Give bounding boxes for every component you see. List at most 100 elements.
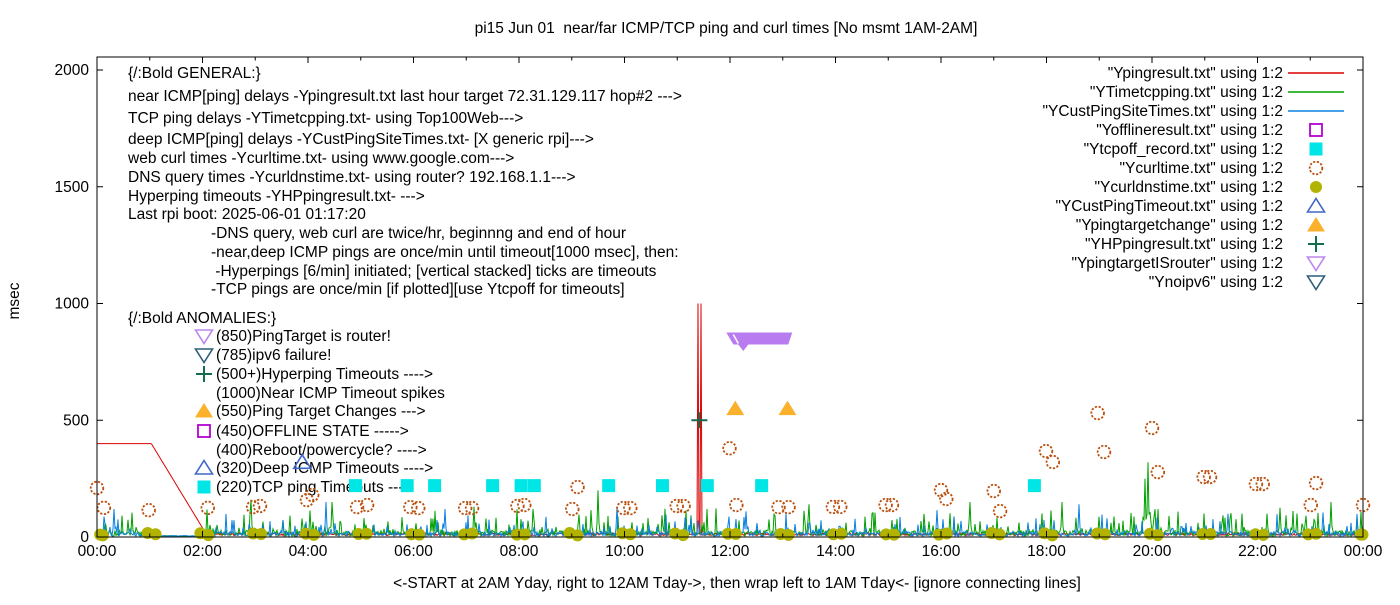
anomaly-line: (450)OFFLINE STATE -----> xyxy=(216,423,409,440)
x-tick-label: 16:00 xyxy=(922,543,961,560)
triangle-up-filled-icon xyxy=(195,403,213,418)
triangle-down-open-icon xyxy=(194,329,214,346)
y-axis-label: msec xyxy=(6,282,23,319)
anomaly-line: (500+)Hyperping Timeouts ----> xyxy=(216,366,433,383)
triangle-down-open-icon xyxy=(194,348,214,365)
y-tick-label: 1000 xyxy=(55,296,90,313)
legend-triangle-up-filled-icon xyxy=(1307,217,1325,232)
Ycurldnstime.txt-marker xyxy=(940,527,953,540)
Ycurldnstime.txt-marker xyxy=(202,529,215,542)
Ytcpoff_record.txt-marker xyxy=(514,479,528,493)
legend-label: "YTimetcpping.txt" using 1:2 xyxy=(1090,84,1283,101)
legend-label: "Ycurldnstime.txt" using 1:2 xyxy=(1095,179,1283,196)
Ycurldnstime.txt-marker xyxy=(466,527,479,540)
x-tick-label: 22:00 xyxy=(1238,543,1277,560)
Ycurltime.txt-marker xyxy=(411,500,426,516)
x-tick-label: 12:00 xyxy=(711,543,750,560)
Ycurltime.txt-marker xyxy=(939,491,954,507)
x-axis-note: <-START at 2AM Yday, right to 12AM Tday-… xyxy=(393,575,1081,592)
legend-label: "Yofflineresult.txt" using 1:2 xyxy=(1096,122,1283,139)
x-tick-label: 18:00 xyxy=(1027,543,1066,560)
anomaly-line: (550)Ping Target Changes ---> xyxy=(216,403,426,420)
y-tick-label: 2000 xyxy=(55,62,90,79)
Ycurltime.txt-marker xyxy=(781,499,796,515)
Ycurltime.txt-marker xyxy=(517,497,532,513)
Ycurltime.txt-marker xyxy=(771,499,786,515)
anomaly-line: (785)ipv6 failure! xyxy=(216,347,331,364)
anomaly-line: (400)Reboot/powercycle? ----> xyxy=(216,442,427,459)
general-indented-line: -near,deep ICMP pings are once/min until… xyxy=(211,244,679,261)
y-tick-label: 0 xyxy=(80,529,89,546)
legend-label: "Ytcpoff_record.txt" using 1:2 xyxy=(1084,141,1283,158)
legend-label: "YpingtargetISrouter" using 1:2 xyxy=(1072,255,1283,272)
Ycurldnstime.txt-marker xyxy=(729,527,742,540)
general-line: TCP ping delays -YTimetcpping.txt- using… xyxy=(128,110,523,127)
Ycurltime.txt-marker xyxy=(1308,475,1324,491)
Ypingtargetchange-marker xyxy=(726,400,745,416)
Ycurltime.txt-marker xyxy=(623,500,638,516)
Ycurldnstime.txt-marker xyxy=(518,528,531,541)
Ycurldnstime.txt-marker xyxy=(993,528,1006,541)
Ycurldnstime.txt-marker xyxy=(307,528,320,541)
Ycurltime.txt-marker xyxy=(825,499,841,515)
in-plot-text: pi15 Jun 01 near/far ICMP/TCP ping and c… xyxy=(6,20,1383,592)
Ycurldnstime.txt-marker xyxy=(1257,528,1270,541)
general-line: near ICMP[ping] delays -Ypingresult.txt … xyxy=(128,88,682,105)
x-tick-label: 20:00 xyxy=(1133,543,1172,560)
Ytcpoff_record.txt-marker xyxy=(527,479,541,493)
Ycurltime.txt-marker xyxy=(510,498,525,514)
Ycurltime.txt-marker xyxy=(349,499,365,515)
square-filled-icon xyxy=(197,480,211,494)
y-tick-label: 500 xyxy=(63,412,89,429)
general-text-block: {/:Bold GENERAL:} near ICMP[ping] delays … xyxy=(127,65,682,298)
Ycurltime.txt-marker xyxy=(1090,405,1105,421)
Ytcpoff_record.txt-marker xyxy=(655,479,669,493)
legend-label: "Ycurltime.txt" using 1:2 xyxy=(1120,160,1283,177)
legend-triangle-down-open-icon xyxy=(1306,275,1326,292)
general-heading: {/:Bold GENERAL:} xyxy=(128,65,261,82)
Ycurldnstime.txt-marker xyxy=(360,527,373,540)
legend-label: "Ynoipv6" using 1:2 xyxy=(1149,274,1283,291)
legend-label: "YCustPingSiteTimes.txt" using 1:2 xyxy=(1043,103,1283,120)
legend-triangle-down-open-icon xyxy=(1306,256,1326,273)
Ytcpoff_record.txt-marker xyxy=(602,479,616,493)
Ycurltime.txt-marker xyxy=(676,498,691,514)
Ycurltime.txt-marker xyxy=(1096,444,1112,460)
Ytcpoff_record.txt-marker xyxy=(348,479,362,493)
Ycurltime.txt-marker xyxy=(933,482,949,498)
x-tick-label: 00:00 xyxy=(1344,543,1383,560)
band-slash xyxy=(732,334,739,344)
Ytcpoff_record.txt-marker xyxy=(755,479,769,493)
legend-circle-open-icon xyxy=(1308,160,1324,176)
Ycurltime.txt-marker xyxy=(992,503,1008,519)
Ycurldnstime.txt-marker xyxy=(149,528,162,541)
Ycurltime.txt-marker xyxy=(464,500,480,516)
Ycurltime.txt-marker xyxy=(1045,454,1061,470)
Ycurldnstime.txt-marker xyxy=(1356,528,1369,541)
Ycurldnstime.txt-marker xyxy=(835,527,848,540)
Ycurldnstime.txt-marker xyxy=(888,528,901,541)
Ycurltime.txt-marker xyxy=(878,497,893,513)
anomaly-line: (220)TCP ping Timeouts ---> xyxy=(216,479,413,496)
Ycurldnstime.txt-marker xyxy=(1151,529,1164,542)
Ypingtargetchange-marker xyxy=(778,400,797,416)
general-line: web curl times -Ycurltime.txt- using www… xyxy=(127,150,514,167)
general-indented-line: -TCP pings are once/min [if plotted][use… xyxy=(211,281,625,298)
x-tick-label: 06:00 xyxy=(394,543,433,560)
legend: "Ypingresult.txt" using 1:2 "YTimetcpping… xyxy=(1043,65,1344,292)
Ycurltime.txt-marker xyxy=(884,497,900,513)
y-tick-label: 1500 xyxy=(55,179,90,196)
Ycurltime.txt-marker xyxy=(1202,469,1218,485)
x-tick-label: 02:00 xyxy=(183,543,222,560)
Ytcpoff_record.txt-marker xyxy=(1027,479,1041,493)
Ycurldnstime.txt-marker xyxy=(413,528,426,541)
anomalies-heading: {/:Bold ANOMALIES:} xyxy=(128,310,276,327)
Ycurltime.txt-marker xyxy=(833,499,848,515)
Ytcpoff_record.txt-marker xyxy=(486,479,500,493)
general-line: deep ICMP[ping] delays -YCustPingSiteTim… xyxy=(128,131,594,148)
Ycurldnstime.txt-marker xyxy=(1046,529,1059,542)
Ycurltime.txt-marker xyxy=(565,501,580,517)
anomaly-line: (850)PingTarget is router! xyxy=(216,328,391,345)
Ycurltime.txt-marker xyxy=(1303,497,1318,513)
data-markers xyxy=(89,332,1371,542)
